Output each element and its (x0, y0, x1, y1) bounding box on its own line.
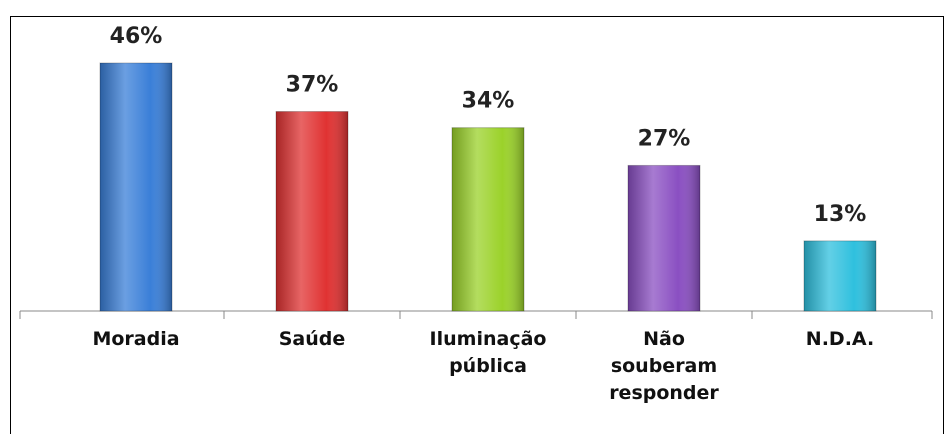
x-tick-label: Não souberam responder (609, 328, 719, 404)
value-label: 13% (814, 202, 867, 227)
value-label: 27% (638, 126, 691, 151)
bar (627, 164, 701, 312)
chart-frame (10, 16, 944, 434)
value-label: 46% (110, 24, 163, 49)
x-tick-label: N.D.A. (805, 328, 875, 350)
bar (99, 62, 173, 312)
x-tick-label: Iluminação pública (429, 328, 547, 377)
x-tick-label: Moradia (92, 328, 180, 350)
value-label: 34% (462, 89, 515, 114)
bar (451, 127, 525, 312)
x-tick-label: Saúde (278, 328, 346, 350)
bar (275, 111, 349, 312)
value-label: 37% (286, 73, 339, 98)
bar (803, 240, 877, 312)
